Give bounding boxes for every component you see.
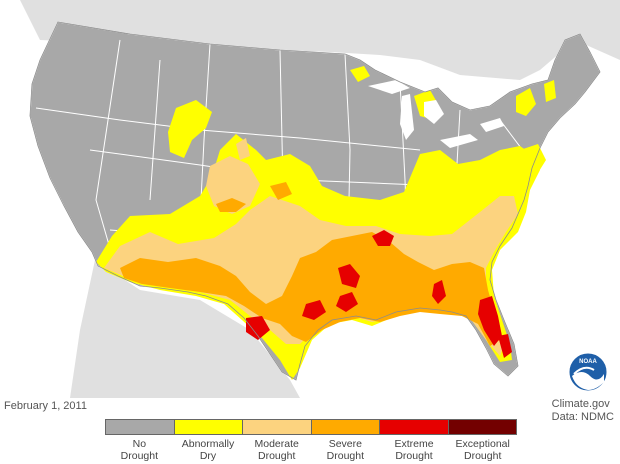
credit-block: Climate.gov Data: NDMC xyxy=(552,398,614,424)
drought-map xyxy=(20,0,620,398)
canada-land xyxy=(20,0,620,80)
noaa-logo: NOAA xyxy=(568,352,608,392)
legend-bar xyxy=(105,419,517,435)
severe-drought-areas xyxy=(120,182,500,346)
legend-swatch-severe xyxy=(311,420,380,434)
us-outline xyxy=(29,21,601,381)
legend-swatch-no-drought xyxy=(106,420,175,434)
legend-swatch-abnormally-dry xyxy=(174,420,243,434)
legend-labels: No Drought Abnormally Dry Moderate Drought … xyxy=(105,438,517,462)
legend-swatch-moderate xyxy=(243,420,312,434)
legend-label-exceptional: Exceptional Drought xyxy=(455,438,510,462)
legend: No Drought Abnormally Dry Moderate Drought … xyxy=(105,419,517,462)
mexico-land xyxy=(70,260,300,398)
us-map-svg xyxy=(20,0,620,398)
credit-data: Data: NDMC xyxy=(551,411,614,423)
legend-label-moderate: Moderate Drought xyxy=(254,438,299,462)
map-date: February 1, 2011 xyxy=(4,400,87,412)
legend-swatch-exceptional xyxy=(448,420,516,434)
legend-label-abnormally-dry: Abnormally Dry xyxy=(181,438,235,462)
noaa-logo-text: NOAA xyxy=(579,359,597,365)
legend-label-extreme: Extreme Drought xyxy=(394,438,434,462)
legend-swatch-extreme xyxy=(380,420,449,434)
great-lakes xyxy=(368,80,504,148)
legend-label-severe: Severe Drought xyxy=(326,438,365,462)
legend-label-no-drought: No Drought xyxy=(120,438,159,462)
extreme-drought-areas xyxy=(246,230,512,358)
credit-source: Climate.gov xyxy=(551,398,610,410)
